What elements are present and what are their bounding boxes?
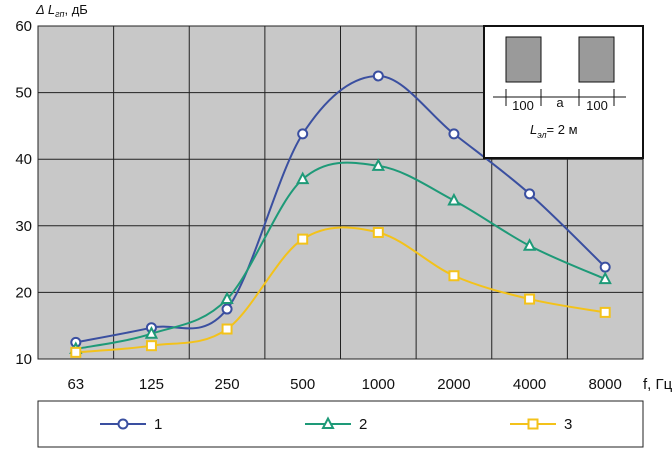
data-point-series-3 [599, 306, 611, 318]
x-tick-label: 250 [215, 376, 240, 393]
inset-gap: a [556, 95, 564, 110]
data-point-series-1 [372, 70, 384, 82]
legend-label-3: 3 [564, 416, 572, 433]
inset-length-label: Lэл= 2 м [530, 122, 578, 140]
legend-marker-1 [117, 418, 129, 430]
data-point-series-3 [448, 270, 460, 282]
x-tick-labels: 63 125 250 500 1000 2000 4000 8000 [67, 376, 621, 393]
data-point-series-3 [372, 226, 384, 238]
x-axis-label: f, Гц [643, 376, 672, 393]
y-tick-label: 40 [15, 151, 32, 168]
legend-label-2: 2 [359, 416, 367, 433]
inset-left-width: 100 [512, 98, 534, 113]
data-point-series-2 [371, 158, 385, 171]
y-tick-label: 60 [15, 18, 32, 35]
data-point-series-2 [220, 291, 234, 305]
data-point-series-3 [524, 293, 536, 305]
inset-right-width: 100 [586, 98, 608, 113]
data-point-series-3 [145, 340, 157, 352]
data-point-series-1 [448, 128, 460, 140]
data-point-series-1 [221, 303, 233, 315]
x-tick-label: 4000 [513, 376, 546, 393]
inset-right-block [578, 36, 615, 83]
data-point-series-1 [524, 188, 536, 200]
x-tick-label: 125 [139, 376, 164, 393]
y-tick-label: 10 [15, 351, 32, 368]
x-tick-label: 1000 [362, 376, 395, 393]
data-point-series-2 [598, 271, 612, 285]
series-lines [75, 74, 606, 354]
x-tick-label: 8000 [589, 376, 622, 393]
data-point-series-3 [297, 233, 309, 245]
data-point-series-1 [599, 261, 611, 273]
data-point-series-3 [221, 323, 233, 335]
series-markers [69, 70, 612, 358]
legend-marker-2 [321, 416, 335, 429]
inset-diagram: 100 a 100 Lэл= 2 м [483, 25, 644, 159]
x-tick-label: 2000 [437, 376, 470, 393]
data-point-series-2 [296, 171, 310, 185]
y-tick-label: 30 [15, 218, 32, 235]
y-tick-label: 50 [15, 85, 32, 102]
series-line-3 [75, 226, 606, 354]
legend: 1 2 3 [37, 400, 644, 448]
data-point-series-1 [297, 128, 309, 140]
data-point-series-2 [447, 192, 461, 206]
inset-left-block [505, 36, 542, 83]
x-tick-label: 500 [290, 376, 315, 393]
data-point-series-2 [522, 238, 537, 251]
legend-label-1: 1 [154, 416, 162, 433]
data-point-series-2 [144, 326, 159, 339]
legend-marker-3 [527, 418, 539, 430]
data-point-series-3 [70, 346, 82, 358]
y-tick-label: 20 [15, 284, 32, 301]
y-tick-labels: 10 20 30 40 50 60 [15, 18, 32, 368]
grid-lines [38, 26, 643, 359]
x-tick-label: 63 [67, 376, 84, 393]
series-line-2 [75, 161, 606, 350]
y-axis-label: Δ Lгп, дБ [35, 2, 88, 19]
